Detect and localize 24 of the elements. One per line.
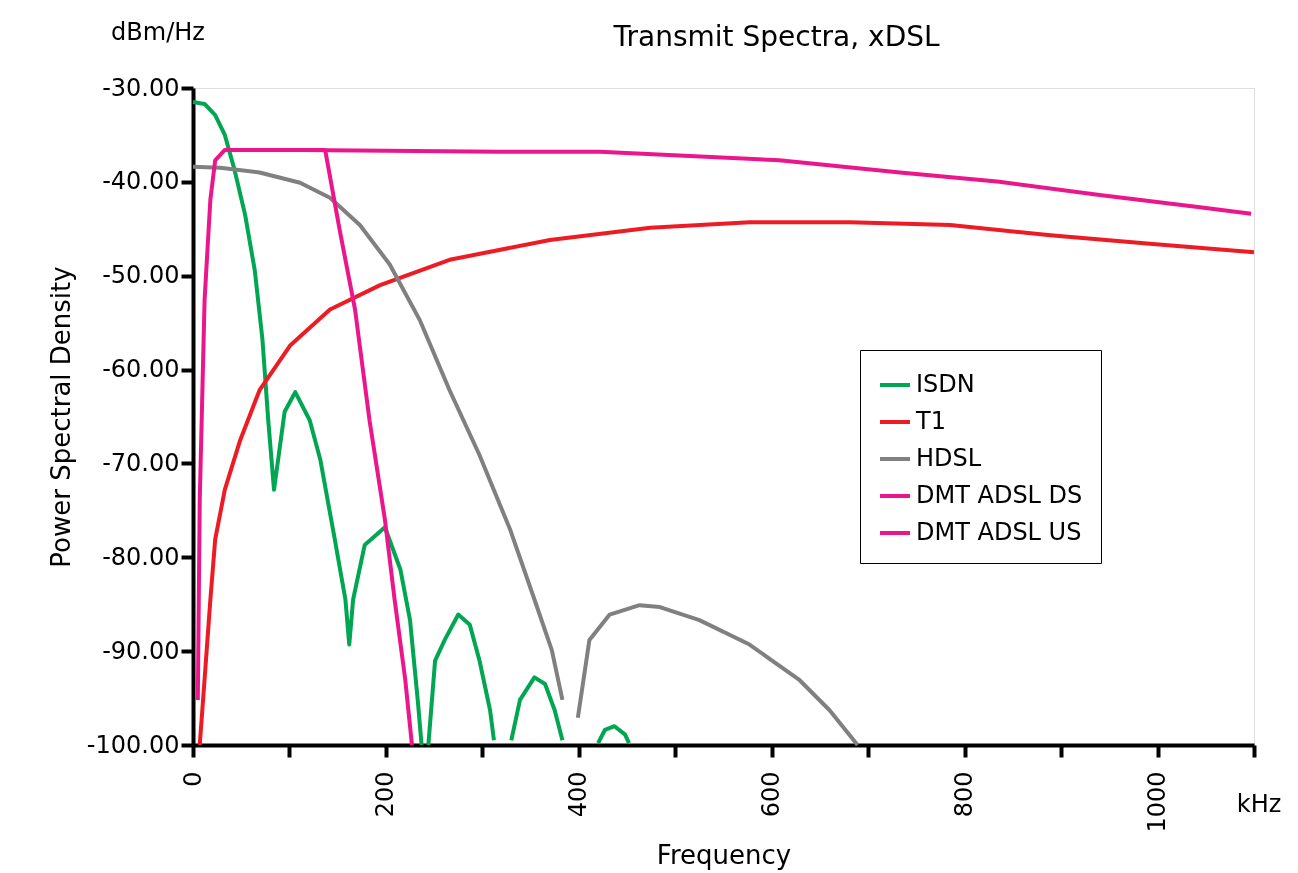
y-tick-label: -60.00 [102, 355, 180, 384]
x-tick-label: 200 [371, 771, 400, 818]
x-tick-label: 400 [564, 771, 593, 818]
x-tick-label: 800 [950, 771, 979, 818]
y-tick-label: -40.00 [102, 167, 180, 196]
legend-label: ISDN [916, 370, 975, 398]
y-tick-label: -80.00 [102, 542, 180, 571]
text: dBm/Hz [111, 18, 205, 46]
x-tick-label: 0 [178, 771, 207, 787]
legend-label: DMT ADSL DS [916, 481, 1083, 509]
y-tick-label: -100.00 [86, 730, 180, 759]
y-tick-label: -30.00 [102, 73, 180, 102]
y-axis-title: Power Spectral Density [45, 266, 76, 568]
x-tick-label: 600 [757, 771, 786, 818]
chart-title: Transmit Spectra, xDSL [612, 20, 940, 53]
legend-label: HDSL [916, 444, 982, 472]
x-tick-label: 1000 [1143, 771, 1172, 833]
y-tick-label: -50.00 [102, 261, 180, 290]
text: kHz [1236, 790, 1282, 818]
y-tick-label: -70.00 [102, 448, 180, 477]
legend-label: DMT ADSL US [916, 518, 1082, 546]
y-tick-label: -90.00 [102, 636, 180, 665]
legend-label: T1 [915, 407, 946, 435]
x-axis-title: Frequency [656, 839, 792, 870]
